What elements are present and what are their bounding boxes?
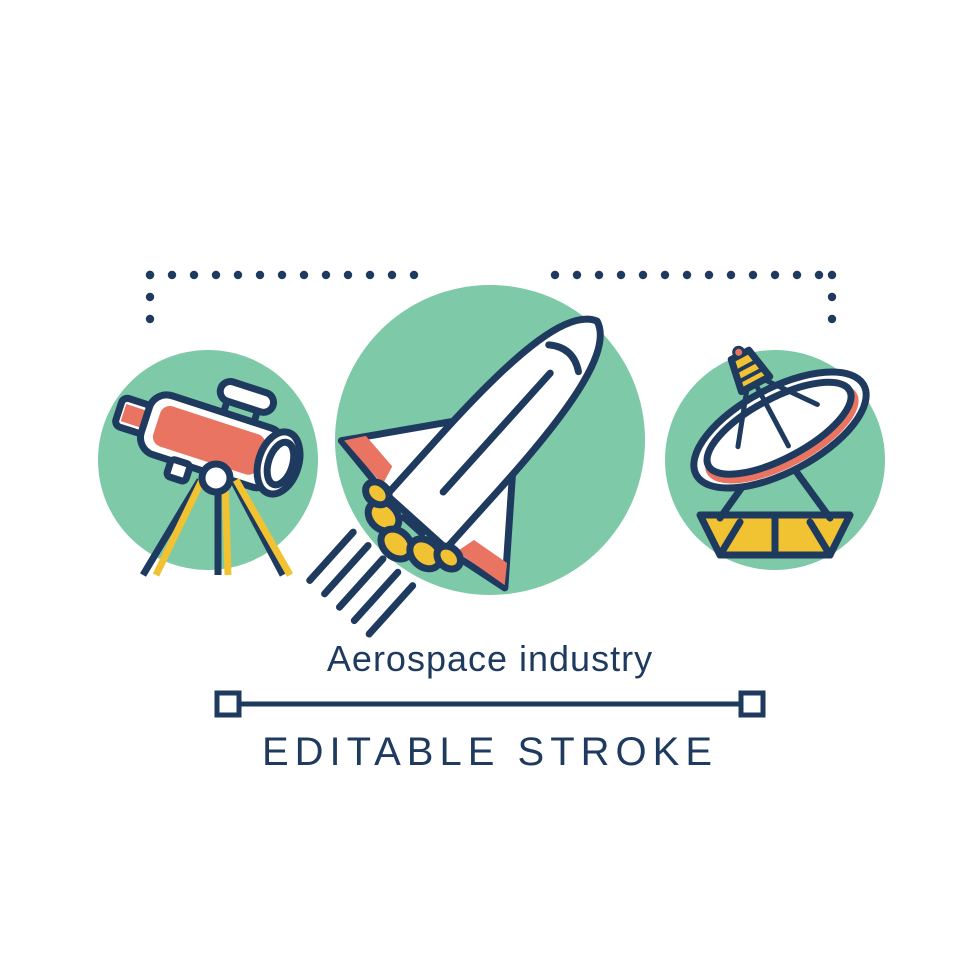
infographic-title: Aerospace industry	[0, 638, 980, 680]
infographic-canvas	[0, 0, 980, 980]
infographic-subtitle: EDITABLE STROKE	[0, 730, 980, 775]
